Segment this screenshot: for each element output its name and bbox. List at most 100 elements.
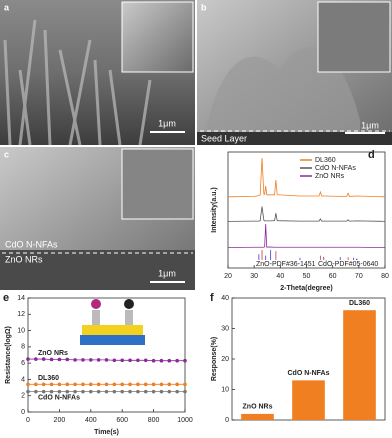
x-tick-label: 600: [116, 417, 128, 424]
series-marker: [183, 382, 187, 387]
series-marker: [49, 389, 54, 394]
series-marker: [112, 389, 117, 394]
y-tick-label: 12: [17, 311, 25, 318]
xrd-pattern: [227, 157, 386, 198]
x-tick-label: 20: [224, 273, 232, 280]
x-tick-label: 0: [26, 417, 30, 424]
series-marker: [65, 357, 70, 362]
xrd-pattern: [227, 206, 386, 222]
series-marker: [96, 389, 101, 394]
x-tick-label: 70: [355, 273, 363, 280]
series-marker: [128, 389, 132, 394]
series-marker: [112, 382, 117, 387]
series-marker: [120, 358, 124, 363]
y-tick-label: 8: [21, 344, 25, 351]
series-label: DL360: [38, 375, 59, 382]
panel-label: d: [368, 149, 375, 161]
series-marker: [73, 389, 77, 394]
series-marker: [57, 357, 62, 362]
series-label: ZnO NRs: [38, 350, 68, 357]
series-marker: [26, 357, 30, 361]
scale-bar-label: 1μm: [361, 120, 379, 130]
series-marker: [151, 389, 156, 394]
series-marker: [89, 358, 93, 362]
series-marker: [159, 358, 164, 363]
series-marker: [73, 358, 77, 362]
scale-bar-label: 1μm: [158, 118, 176, 128]
bar: [292, 380, 325, 420]
y-tick-label: 4: [21, 376, 25, 383]
x-tick-label: 30: [250, 273, 258, 280]
series-marker: [104, 358, 109, 362]
series-marker: [136, 389, 140, 394]
series-marker: [26, 389, 30, 394]
panel-label: b: [201, 2, 207, 12]
series-marker: [41, 389, 46, 394]
series-marker: [136, 382, 140, 387]
series-marker: [136, 358, 140, 363]
sem-image-c: c CdO N-NFAs ZnO NRs 1μm: [0, 147, 195, 290]
series-marker: [112, 358, 117, 363]
series-marker: [57, 382, 62, 387]
y-tick-label: 10: [17, 327, 25, 334]
y-tick-label: 10: [221, 386, 229, 393]
series-marker: [167, 382, 172, 387]
series-marker: [96, 358, 101, 362]
series-marker: [159, 382, 164, 387]
legend-label: CdO N-NFAs: [315, 165, 356, 172]
reference-label: CdO-PDF#05-0640: [318, 261, 378, 268]
plot-frame: [27, 297, 186, 413]
bar: [241, 413, 274, 420]
series-marker: [143, 389, 148, 394]
panel-label: c: [4, 149, 9, 159]
series-marker: [183, 358, 187, 363]
bar-category-label: CdO N-NFAs: [288, 370, 330, 377]
y-axis-label: Response(%): [211, 337, 218, 381]
sem-image-b: b Seed Layer 1μm: [197, 0, 392, 145]
panel-label: f: [210, 292, 214, 304]
legend-label: ZnO NRs: [315, 173, 345, 180]
series-marker: [34, 389, 38, 394]
series-marker: [151, 358, 156, 363]
series-marker: [73, 382, 77, 387]
y-tick-label: 6: [21, 360, 25, 367]
reference-label: ZnO-PDF#36-1451: [256, 261, 316, 268]
x-tick-label: 40: [276, 273, 284, 280]
series-marker: [183, 389, 187, 394]
series-marker: [49, 357, 54, 362]
x-tick-label: 400: [85, 417, 97, 424]
y-tick-label: 20: [221, 356, 229, 363]
layer-label: CdO N-NFAs: [5, 239, 58, 249]
series-marker: [89, 382, 93, 387]
series-marker: [81, 358, 85, 362]
x-tick-label: 50: [303, 273, 311, 280]
series-marker: [167, 358, 172, 363]
sem-image-a: a 1μm: [0, 0, 195, 146]
series-marker: [49, 382, 54, 387]
series-marker: [120, 382, 124, 387]
series-marker: [128, 358, 132, 363]
series-marker: [26, 382, 30, 387]
x-tick-label: 200: [54, 417, 66, 424]
y-tick-label: 0: [21, 409, 25, 416]
series-marker: [175, 382, 179, 387]
x-tick-label: 1000: [177, 417, 193, 424]
bar-category-label: DL360: [349, 300, 370, 307]
series-marker: [143, 358, 148, 363]
series-marker: [96, 382, 101, 387]
xrd-pattern: [227, 223, 386, 248]
y-tick-label: 30: [221, 325, 229, 332]
y-tick-label: 2: [21, 393, 25, 400]
plot-frame: [227, 151, 386, 269]
bar-category-label: ZnO NRs: [243, 404, 273, 411]
y-tick-label: 0: [225, 417, 229, 424]
device-illustration: [80, 299, 145, 345]
series-marker: [34, 357, 38, 361]
series-marker: [65, 389, 70, 394]
series-marker: [175, 358, 179, 363]
x-axis-label: 2-Theta(degree): [280, 285, 333, 292]
series-marker: [81, 389, 85, 394]
scale-bar-label: 1μm: [158, 268, 176, 278]
panel-label: a: [4, 2, 10, 12]
